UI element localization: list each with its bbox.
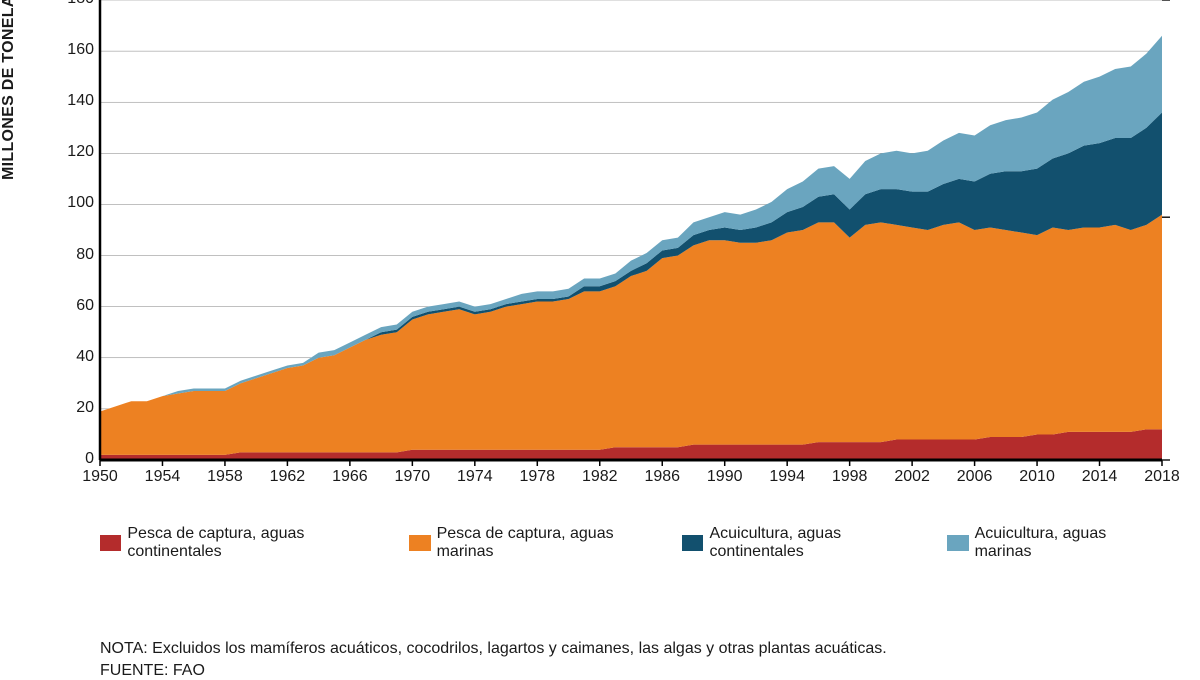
x-tick-label: 2002 [892,468,932,486]
y-tick-label: 160 [64,41,94,59]
x-tick-label: 1962 [267,468,307,486]
legend-swatch [682,535,703,551]
plot-area [100,0,1162,460]
legend-label: Acuicultura, aguas continentales [709,525,933,561]
y-tick-label: 80 [64,246,94,264]
x-tick-label: 1950 [80,468,120,486]
x-tick-label: 2006 [955,468,995,486]
y-tick-label: 100 [64,194,94,212]
y-tick-label: 180 [64,0,94,8]
legend-label: Pesca de captura, aguas marinas [437,525,669,561]
legend-item: Pesca de captura, aguas marinas [409,525,668,561]
x-tick-label: 1966 [330,468,370,486]
source-text: FUENTE: FAO [100,662,205,680]
chart-container: MILLONES DE TONELADAS 0 20 40 60 80 100 120 140… [0,0,1200,675]
x-tick-label: 1994 [767,468,807,486]
x-tick-label: 2010 [1017,468,1057,486]
x-tick-label: 1990 [705,468,745,486]
legend-item: Acuicultura, aguas continentales [682,525,933,561]
x-tick-label: 1978 [517,468,557,486]
legend-item: Pesca de captura, aguas continentales [100,525,395,561]
y-tick-label: 120 [64,143,94,161]
x-tick-label: 1998 [830,468,870,486]
x-tick-label: 1970 [392,468,432,486]
x-tick-label: 2018 [1142,468,1182,486]
y-tick-label: 60 [64,297,94,315]
note-text: NOTA: Excluidos los mamíferos acuáticos,… [100,640,887,658]
y-tick-label: 0 [64,450,94,468]
x-tick-label: 2014 [1080,468,1120,486]
y-tick-label: 140 [64,92,94,110]
x-tick-label: 1982 [580,468,620,486]
legend-swatch [947,535,968,551]
y-tick-label: 20 [64,399,94,417]
y-tick-label: 40 [64,348,94,366]
legend-label: Acuicultura, aguas marinas [975,525,1162,561]
legend-label: Pesca de captura, aguas continentales [127,525,395,561]
x-tick-label: 1974 [455,468,495,486]
legend-swatch [100,535,121,551]
legend-swatch [409,535,430,551]
legend: Pesca de captura, aguas continentalesPes… [100,530,1162,556]
x-tick-label: 1958 [205,468,245,486]
x-tick-label: 1986 [642,468,682,486]
area-series [100,215,1162,455]
legend-item: Acuicultura, aguas marinas [947,525,1162,561]
y-axis-title: MILLONES DE TONELADAS [0,0,18,180]
x-tick-label: 1954 [142,468,182,486]
